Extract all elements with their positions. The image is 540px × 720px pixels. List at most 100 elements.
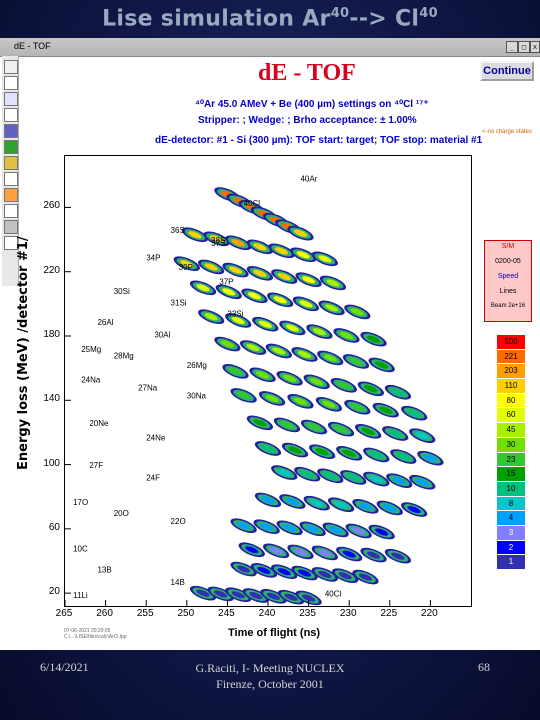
export-icon[interactable] — [4, 236, 18, 250]
legend-cell: 4 — [497, 511, 525, 526]
isotope-blob-core — [274, 247, 289, 255]
side-panel-line[interactable]: 0200-05 — [495, 258, 521, 265]
isotope-band — [214, 187, 314, 241]
isotope-label: 26Mg — [187, 361, 207, 370]
plot-info-line3: dE-detector: #1 - Si (300 µm): TOF start… — [155, 135, 483, 146]
isotope-label: 26Al — [97, 318, 113, 327]
settings-icon[interactable] — [4, 220, 18, 234]
isotope-blob-core — [302, 276, 316, 284]
isotope-blob-core — [260, 523, 274, 531]
isotope-label: 37P — [219, 278, 233, 287]
isotope-band — [254, 441, 444, 466]
isotope-label: 25Mg — [81, 345, 101, 354]
close-button[interactable]: x — [530, 41, 540, 53]
folder-icon[interactable] — [4, 156, 18, 170]
isotope-blob-core — [253, 419, 267, 427]
isotope-band — [230, 518, 395, 540]
isotope-label: 40Cl — [244, 199, 261, 208]
isotope-blob-core — [407, 506, 421, 514]
x-tick-label: 220 — [421, 608, 438, 619]
continue-button[interactable]: Continue — [480, 61, 534, 81]
side-panel-line[interactable]: Speed — [497, 273, 519, 280]
isotope-blob-core — [210, 235, 224, 243]
isotope-blob-core — [383, 504, 397, 512]
isotope-blob-core — [364, 385, 378, 393]
isotope-blob-core — [329, 526, 343, 534]
isotope-blob-core — [352, 527, 366, 535]
side-panel: S/M 0200-05 Speed Lines Beam 2e+16 — [484, 240, 532, 322]
isotope-blob-core — [269, 547, 283, 555]
isotope-blob-core — [338, 572, 352, 580]
legend-cell: 2 — [497, 540, 525, 556]
isotope-band — [230, 388, 428, 421]
isotope-label: 30P — [179, 263, 193, 272]
color-icon[interactable] — [4, 140, 18, 154]
isotope-blob-core — [369, 451, 383, 459]
isotope-blob-core — [407, 409, 421, 417]
grid-icon[interactable] — [4, 172, 18, 186]
isotope-label: 30Na — [187, 392, 207, 401]
plot-footnote: 07-06-2021 20:20:05 C:\...\LISE\files\ca… — [64, 628, 127, 640]
side-panel-line[interactable]: Beam 2e+16 — [490, 303, 526, 309]
ruler-icon[interactable] — [4, 204, 18, 218]
isotope-blob-core — [310, 499, 324, 507]
minimize-button[interactable]: _ — [506, 41, 518, 53]
print-icon[interactable] — [4, 92, 18, 106]
plot-area[interactable]: 40Ar 40Cl 36S 38S 37S 34P 30P 37P 30Si 31Si 33Si 26… — [64, 155, 472, 607]
isotope-blob-core — [284, 593, 298, 601]
isotope-band — [246, 415, 436, 443]
isotope-blob-core — [369, 475, 383, 483]
isotope-label: 40Cl — [325, 589, 342, 598]
legend-cell: 30 — [497, 437, 525, 453]
isotope-blob-core — [315, 448, 329, 456]
isotope-label: 27Na — [138, 384, 158, 393]
side-panel-line[interactable]: S/M — [501, 243, 515, 250]
isotope-band — [198, 309, 387, 347]
isotope-blob-core — [392, 477, 406, 485]
isotope-blob-core — [266, 592, 280, 600]
isotope-blob-core — [228, 266, 243, 274]
legend-cell: 60 — [497, 408, 525, 424]
side-panel-line[interactable]: Lines — [499, 288, 517, 295]
color-scale-legend: 500 221 203 110 80 60 45 30 23 15 10 8 4 3 2 1 — [497, 335, 525, 570]
isotope-band — [189, 280, 371, 320]
isotope-blob-core — [297, 569, 312, 577]
isotope-label: 28Mg — [114, 352, 134, 361]
isotope-blob-core — [325, 304, 339, 312]
page-icon[interactable] — [4, 76, 18, 90]
isotope-blob-core — [231, 316, 245, 325]
slide-title-sup1: 40 — [330, 6, 350, 21]
isotope-blob-core — [237, 522, 251, 530]
isotope-label: 24Na — [81, 376, 101, 385]
isotope-blob-core — [231, 591, 245, 599]
isotope-blob-core — [188, 231, 202, 239]
isotope-label: 20O — [114, 509, 129, 518]
isotope-blob-core — [318, 570, 332, 578]
isotope-blob-core — [222, 288, 236, 296]
footer-author: G.Raciti, I- Meeting NUCLEX Firenze, Oct… — [195, 661, 345, 691]
cross-icon[interactable] — [4, 108, 18, 122]
isotope-blob-core — [296, 251, 310, 259]
pointer-icon[interactable] — [4, 188, 18, 202]
isotope-label: 13B — [97, 565, 111, 574]
isotope-blob-core — [249, 591, 263, 600]
window-title: dE - TOF — [14, 41, 51, 51]
isotope-blob-core — [350, 308, 364, 316]
palette-icon[interactable] — [4, 124, 18, 138]
x-tick-label: 240 — [258, 608, 276, 619]
legend-cell: 203 — [497, 364, 525, 380]
legend-cell: 500 — [497, 335, 525, 350]
y-tick-label: 140 — [43, 393, 60, 405]
isotope-blob-core — [246, 343, 260, 352]
zoom-icon[interactable] — [4, 60, 18, 74]
isotope-blob-core — [334, 425, 348, 433]
isotope-label: 11Li — [73, 591, 88, 600]
isotope-label: 38S — [211, 236, 225, 245]
isotope-blob-core — [265, 394, 279, 402]
maximize-button[interactable]: □ — [518, 41, 530, 53]
isotope-blob-core — [180, 260, 194, 268]
window-titlebar[interactable]: dE - TOF _ □ x — [0, 38, 540, 57]
isotope-band — [214, 336, 395, 373]
isotope-blob-core — [293, 229, 308, 237]
isotope-blob-core — [258, 320, 272, 328]
